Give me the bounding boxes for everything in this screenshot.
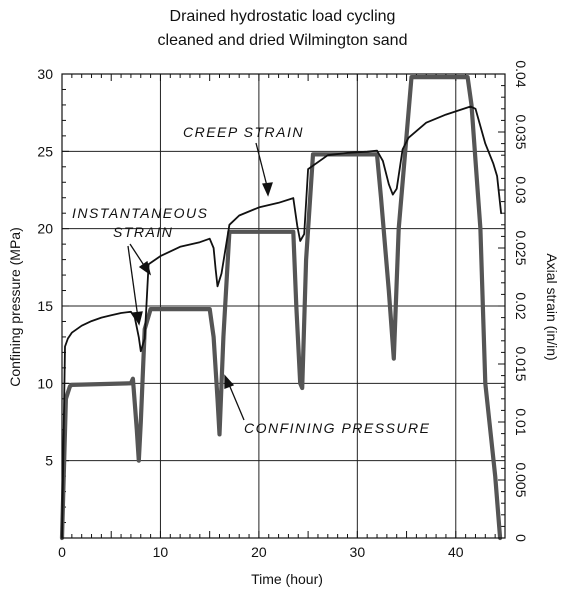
tick-labels: 0 10 20 30 40 5 10 15 20 25 30 0 0.005 0.01 0.015 0.02 0… <box>37 60 529 560</box>
y-axis-title: Confining pressure (MPa) <box>7 227 23 387</box>
y2-tick-label: 0.01 <box>513 408 529 435</box>
x-tick-label: 20 <box>251 544 267 560</box>
annotation-creep-strain: CREEP STRAIN <box>183 124 304 140</box>
y2-tick-label: 0.005 <box>513 462 529 497</box>
y-tick-label: 10 <box>37 375 53 391</box>
chart-title-line-1: Drained hydrostatic load cycling <box>169 8 396 25</box>
x-axis-title: Time (hour) <box>251 571 323 587</box>
arrow-creep-strain <box>255 142 269 191</box>
annotation-instantaneous: INSTANTANEOUS <box>72 205 208 221</box>
x-tick-label: 0 <box>58 544 66 560</box>
y-tick-label: 20 <box>37 221 53 237</box>
arrowhead-instantaneous-1 <box>138 260 152 276</box>
annotation-strain: STRAIN <box>113 224 173 240</box>
arrowhead-confining-pressure <box>224 374 235 389</box>
annotation-arrows <box>127 142 273 421</box>
y2-tick-label: 0.04 <box>513 60 529 87</box>
plot-frame <box>61 73 506 539</box>
y2-tick-label: 0.02 <box>513 292 529 319</box>
y2-tick-label: 0 <box>513 534 529 542</box>
axial-strain-line <box>61 105 503 539</box>
y2-axis-title: Axial strain (in/in) <box>544 253 560 360</box>
x-tick-label: 10 <box>153 544 169 560</box>
series-layer <box>59 74 503 541</box>
x-tick-label: 30 <box>350 544 366 560</box>
y2-tick-label: 0.025 <box>513 230 529 265</box>
confining-pressure-line <box>59 74 503 541</box>
y-tick-label: 15 <box>37 298 53 314</box>
y-tick-label: 25 <box>37 143 53 159</box>
y2-tick-label: 0.035 <box>513 114 529 149</box>
chart-title-line-2: cleaned and dried Wilmington sand <box>157 32 408 49</box>
grid <box>62 74 505 538</box>
annotation-confining-pressure: CONFINING PRESSURE <box>244 420 430 436</box>
y-tick-label: 5 <box>45 453 53 469</box>
y2-tick-label: 0.015 <box>513 346 529 381</box>
arrowhead-instantaneous-2 <box>131 311 143 326</box>
y-tick-label: 30 <box>37 66 53 82</box>
arrow-instantaneous-2 <box>127 245 139 319</box>
arrow-confining-pressure <box>227 381 245 421</box>
arrowhead-creep-strain <box>262 182 273 197</box>
x-tick-label: 40 <box>448 544 464 560</box>
y2-tick-label: 0.03 <box>513 176 529 203</box>
